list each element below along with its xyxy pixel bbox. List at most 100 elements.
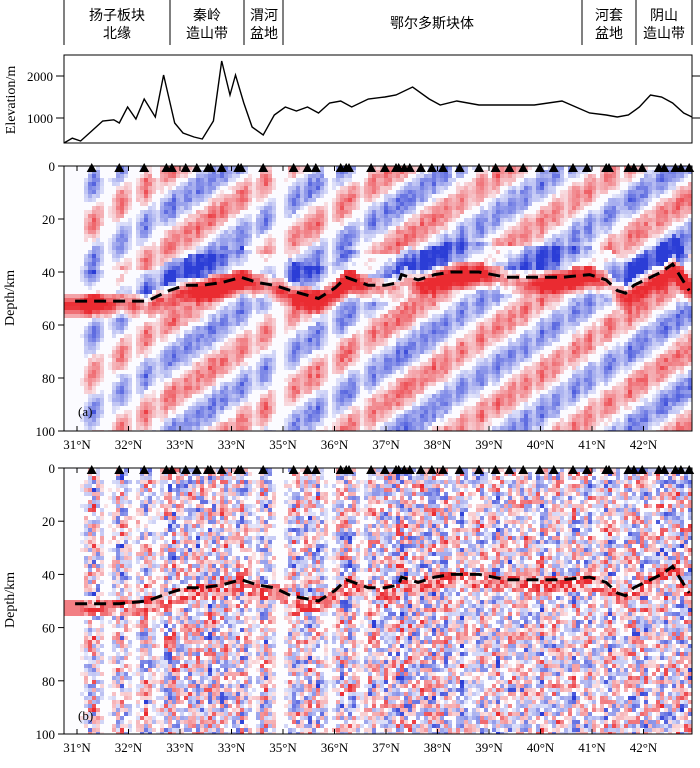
amplitude-cell (184, 226, 188, 230)
amplitude-cell (288, 254, 292, 258)
amplitude-cell (148, 282, 152, 286)
amplitude-cell (136, 314, 140, 318)
amplitude-cell (412, 286, 416, 290)
amplitude-cell (96, 410, 100, 414)
amplitude-cell (372, 198, 376, 202)
amplitude-cell (312, 178, 316, 182)
amplitude-cell (416, 310, 420, 314)
amplitude-cell (116, 210, 120, 214)
amplitude-cell (324, 214, 328, 218)
amplitude-cell (160, 310, 164, 314)
amplitude-cell (204, 326, 208, 330)
amplitude-cell (316, 270, 320, 274)
amplitude-cell (456, 258, 460, 262)
amplitude-cell (224, 194, 228, 198)
amplitude-cell (148, 218, 152, 222)
amplitude-cell (208, 214, 212, 218)
amplitude-cell (232, 402, 236, 406)
amplitude-cell (100, 322, 104, 326)
amplitude-cell (424, 422, 428, 426)
amplitude-cell (92, 254, 96, 258)
amplitude-cell (412, 366, 416, 370)
amplitude-cell (292, 186, 296, 190)
amplitude-cell (180, 190, 184, 194)
amplitude-cell (372, 382, 376, 386)
amplitude-cell (288, 398, 292, 402)
amplitude-cell (180, 374, 184, 378)
amplitude-cell (144, 234, 148, 238)
amplitude-cell (300, 386, 304, 390)
amplitude-cell (292, 174, 296, 178)
amplitude-cell (136, 370, 140, 374)
amplitude-cell (312, 206, 316, 210)
amplitude-cell (248, 350, 252, 354)
amplitude-cell (188, 246, 192, 250)
amplitude-cell (124, 318, 128, 322)
amplitude-cell (248, 310, 252, 314)
amplitude-cell (252, 386, 256, 390)
amplitude-cell (432, 362, 436, 366)
amplitude-cell (240, 398, 244, 402)
amplitude-cell (368, 178, 372, 182)
amplitude-cell (212, 182, 216, 186)
amplitude-cell (308, 198, 312, 202)
amplitude-cell (360, 334, 364, 338)
amplitude-cell (268, 318, 272, 322)
amplitude-cell (192, 326, 196, 330)
amplitude-cell (296, 234, 300, 238)
amplitude-cell (424, 250, 428, 254)
amplitude-cell (440, 358, 444, 362)
amplitude-cell (212, 278, 216, 282)
amplitude-cell (428, 186, 432, 190)
amplitude-cell (96, 210, 100, 214)
amplitude-cell (348, 306, 352, 310)
amplitude-cell (164, 326, 168, 330)
amplitude-cell (344, 194, 348, 198)
amplitude-cell (228, 306, 232, 310)
amplitude-cell (352, 342, 356, 346)
amplitude-cell (296, 386, 300, 390)
amplitude-cell (224, 218, 228, 222)
amplitude-cell (312, 230, 316, 234)
amplitude-cell (236, 294, 240, 298)
amplitude-cell (324, 362, 328, 366)
amplitude-cell (100, 410, 104, 414)
amplitude-cell (160, 174, 164, 178)
amplitude-cell (344, 174, 348, 178)
amplitude-cell (200, 318, 204, 322)
amplitude-cell (208, 394, 212, 398)
amplitude-cell (124, 322, 128, 326)
amplitude-cell (112, 334, 116, 338)
amplitude-cell (188, 274, 192, 278)
amplitude-cell (196, 266, 200, 270)
amplitude-cell (388, 214, 392, 218)
amplitude-cell (192, 194, 196, 198)
amplitude-cell (228, 198, 232, 202)
amplitude-cell (148, 178, 152, 182)
amplitude-cell (80, 270, 84, 274)
amplitude-cell (332, 210, 336, 214)
amplitude-cell (440, 418, 444, 422)
amplitude-cell (260, 214, 264, 218)
amplitude-cell (268, 394, 272, 398)
amplitude-cell (204, 358, 208, 362)
amplitude-cell (344, 318, 348, 322)
amplitude-cell (216, 410, 220, 414)
amplitude-cell (344, 198, 348, 202)
amplitude-cell (380, 246, 384, 250)
amplitude-cell (424, 206, 428, 210)
amplitude-cell (324, 250, 328, 254)
amplitude-cell (260, 310, 264, 314)
amplitude-cell (268, 362, 272, 366)
amplitude-cell (212, 386, 216, 390)
amplitude-cell (124, 306, 128, 310)
amplitude-cell (244, 350, 248, 354)
amplitude-cell (220, 286, 224, 290)
amplitude-cell (440, 210, 444, 214)
amplitude-cell (236, 234, 240, 238)
amplitude-cell (240, 246, 244, 250)
amplitude-cell (136, 330, 140, 334)
amplitude-cell (308, 334, 312, 338)
amplitude-cell (380, 210, 384, 214)
amplitude-cell (128, 342, 132, 346)
